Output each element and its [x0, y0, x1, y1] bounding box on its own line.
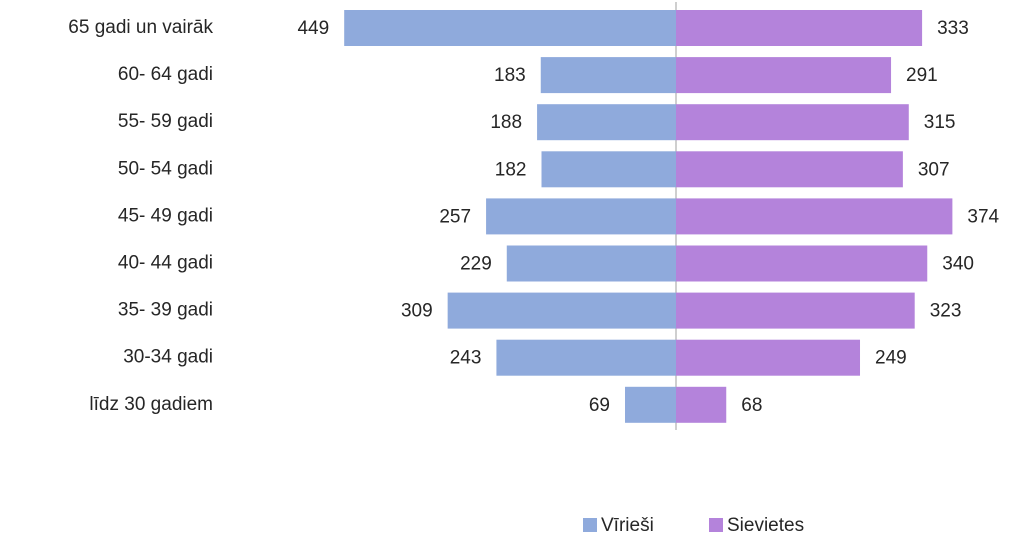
- bar: [676, 292, 915, 329]
- bar: [676, 10, 923, 46]
- value-label: 188: [490, 112, 522, 133]
- category-label: 65 gadi un vairāk: [68, 17, 213, 38]
- value-label: 315: [924, 112, 956, 133]
- bar: [486, 198, 676, 235]
- value-label: 257: [439, 206, 471, 227]
- bar: [496, 339, 676, 376]
- value-label: 307: [918, 159, 950, 180]
- bar: [541, 151, 676, 188]
- category-label: 35- 39 gadi: [118, 300, 213, 321]
- value-label: 291: [906, 65, 938, 86]
- value-label: 340: [942, 254, 974, 275]
- bar: [506, 245, 676, 282]
- bar: [676, 104, 909, 141]
- bar: [537, 104, 676, 141]
- bar: [676, 151, 903, 188]
- category-label: 50- 54 gadi: [118, 158, 213, 179]
- bar: [676, 339, 861, 376]
- bar: [676, 57, 892, 94]
- value-label: 229: [460, 254, 492, 275]
- value-label: 309: [401, 301, 433, 322]
- legend-label: Vīrieši: [601, 515, 654, 536]
- category-label: 40- 44 gadi: [118, 253, 213, 274]
- value-label: 69: [589, 395, 610, 416]
- bar: [540, 57, 676, 94]
- bar: [625, 386, 676, 423]
- legend-swatch: [583, 518, 597, 532]
- value-label: 183: [494, 65, 526, 86]
- value-label: 182: [495, 159, 527, 180]
- category-label: 60- 64 gadi: [118, 64, 213, 85]
- value-label: 449: [297, 18, 329, 39]
- bar: [447, 292, 676, 329]
- category-label: 30-34 gadi: [123, 347, 213, 368]
- value-label: 374: [967, 206, 999, 227]
- value-label: 323: [930, 301, 962, 322]
- value-label: 243: [450, 348, 482, 369]
- bar: [676, 386, 727, 423]
- bar: [676, 245, 928, 282]
- legend-label: Sievietes: [727, 515, 804, 536]
- legend-swatch: [709, 518, 723, 532]
- value-label: 249: [875, 348, 907, 369]
- category-label: 55- 59 gadi: [118, 111, 213, 132]
- bar: [344, 10, 676, 46]
- value-label: 68: [741, 395, 762, 416]
- bar: [676, 198, 953, 235]
- value-label: 333: [937, 18, 969, 39]
- category-label: 45- 49 gadi: [118, 205, 213, 226]
- category-label: līdz 30 gadiem: [89, 394, 213, 415]
